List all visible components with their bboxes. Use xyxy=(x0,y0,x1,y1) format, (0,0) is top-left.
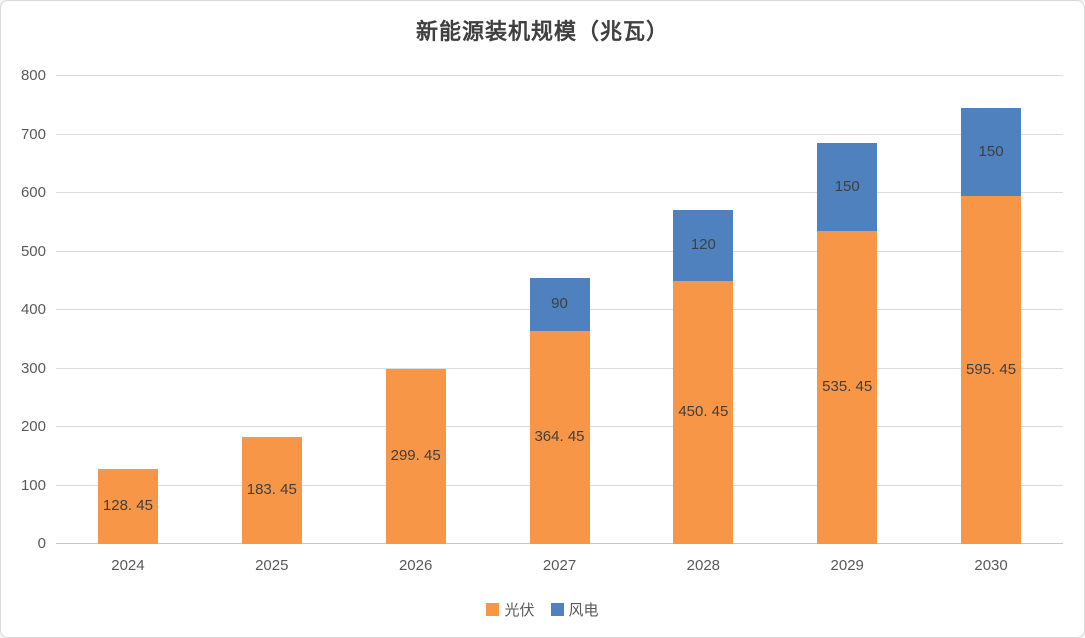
bar-label: 595. 45 xyxy=(966,360,1017,378)
bar-label: 450. 45 xyxy=(678,403,729,421)
gridline xyxy=(56,192,1063,193)
bar-segment[interactable]: 150 xyxy=(817,143,878,231)
x-axis-tick-label: 2026 xyxy=(398,557,433,574)
gridline xyxy=(56,133,1063,135)
y-axis-tick-label: 600 xyxy=(20,184,46,201)
bar-label: 90 xyxy=(551,295,568,313)
bar-segment[interactable]: 183. 45 xyxy=(241,436,302,544)
bar-segment[interactable]: 150 xyxy=(961,107,1022,196)
bar-label: 364. 45 xyxy=(534,428,585,446)
y-axis-tick-label: 300 xyxy=(20,359,46,377)
x-axis-tick-label: 2024 xyxy=(111,557,145,574)
bar-label: 299. 45 xyxy=(390,447,441,465)
bar-label: 128. 45 xyxy=(102,497,153,515)
bar-segment[interactable]: 450. 45 xyxy=(673,280,734,544)
y-axis-tick-label: 0 xyxy=(37,535,46,552)
y-axis-tick-label: 500 xyxy=(20,242,46,260)
x-axis-tick-label: 2030 xyxy=(974,557,1008,574)
y-axis-tick-label: 100 xyxy=(20,476,46,494)
x-axis-tick-label: 2028 xyxy=(686,557,721,574)
bar-segment[interactable]: 535. 45 xyxy=(817,230,878,544)
bar-label: 120 xyxy=(690,236,716,254)
legend-swatch xyxy=(550,603,564,616)
bar-label: 183. 45 xyxy=(246,481,297,499)
chart-title: 新能源装机规模（兆瓦） xyxy=(415,19,669,44)
x-axis-tick-label: 2029 xyxy=(830,557,864,574)
bar-segment[interactable]: 364. 45 xyxy=(529,330,590,544)
gridline xyxy=(56,75,1063,76)
bar-segment[interactable]: 120 xyxy=(673,210,734,281)
legend-swatch xyxy=(486,603,500,616)
x-axis-tick-label: 2025 xyxy=(255,557,289,574)
bar-segment[interactable]: 299. 45 xyxy=(385,368,446,544)
bar-label: 150 xyxy=(978,142,1004,160)
bar-segment[interactable]: 128. 45 xyxy=(97,468,158,544)
y-axis-tick-label: 700 xyxy=(20,125,46,143)
legend-item[interactable]: 风电 xyxy=(550,599,599,620)
gridline xyxy=(56,250,1063,252)
bar-label: 535. 45 xyxy=(822,378,873,396)
bar-label: 150 xyxy=(834,177,860,195)
bar-segment[interactable]: 90 xyxy=(529,278,590,331)
x-axis-tick-label: 2027 xyxy=(542,557,577,574)
plot-area: 0 100 200 300 400 500 600 700 800 128. 45 2024 183.… xyxy=(21,67,1063,574)
y-axis-tick-label: 400 xyxy=(20,301,46,318)
legend: 光伏 风电 xyxy=(1,599,1084,620)
bar-segment[interactable]: 595. 45 xyxy=(961,195,1022,544)
legend-item[interactable]: 光伏 xyxy=(486,599,535,620)
y-axis-tick-label: 800 xyxy=(20,67,46,84)
y-axis-tick-label: 200 xyxy=(20,418,46,435)
legend-label: 光伏 xyxy=(504,602,535,619)
legend-label: 风电 xyxy=(568,602,599,619)
